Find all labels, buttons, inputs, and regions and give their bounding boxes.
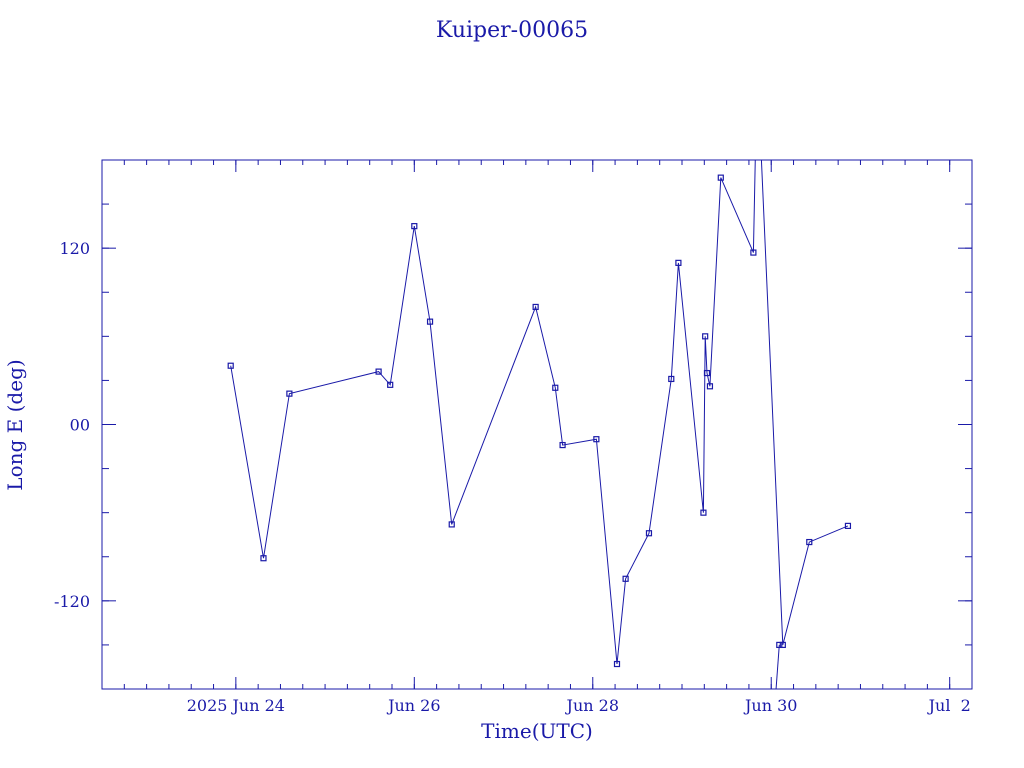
series-line <box>230 160 849 665</box>
data-point <box>411 223 418 230</box>
data-point <box>387 381 394 388</box>
data-point <box>227 362 234 369</box>
data-point <box>426 318 434 325</box>
data-point <box>806 538 813 546</box>
data-point <box>613 660 621 668</box>
y-minor-ticks <box>102 203 972 646</box>
data-point <box>703 369 711 377</box>
data-point <box>448 521 455 528</box>
data-point <box>668 375 675 383</box>
data-point <box>622 575 629 582</box>
data-point <box>750 249 757 256</box>
y-axis-ticks: 120 00 -120 <box>54 239 972 611</box>
data-point <box>559 441 566 449</box>
plot-frame <box>101 159 973 690</box>
y-tick-label: 120 <box>59 239 90 258</box>
data-point <box>286 390 293 397</box>
x-axis-ticks: 2025 Jun 24 Jun 26 Jun 28 Jun 30 Jul 2 <box>187 160 971 715</box>
data-point <box>260 555 267 562</box>
x-tick-label: Jun 28 <box>565 696 619 715</box>
x-tick-label: Jul 2 <box>927 696 971 715</box>
data-point <box>776 641 783 649</box>
series-layer <box>227 160 852 689</box>
data-point <box>700 509 707 516</box>
data-point <box>645 530 653 537</box>
x-tick-label: Jun 26 <box>386 696 440 715</box>
data-point <box>779 641 786 649</box>
data-point <box>717 174 724 181</box>
data-point <box>706 383 714 390</box>
x-tick-label: Jun 30 <box>743 696 797 715</box>
y-axis-label: Long E (deg) <box>3 359 27 490</box>
data-point <box>702 333 709 340</box>
x-minor-ticks <box>123 160 951 689</box>
chart-title: Kuiper-00065 <box>436 18 588 43</box>
data-point <box>675 259 682 266</box>
data-point <box>552 384 559 391</box>
x-axis-label: Time(UTC) <box>481 719 593 743</box>
y-tick-label: 00 <box>70 416 90 435</box>
series-line <box>775 644 780 689</box>
data-point <box>375 368 382 375</box>
data-point <box>593 436 600 443</box>
data-point <box>532 303 539 311</box>
data-point <box>844 522 852 529</box>
x-tick-label: 2025 Jun 24 <box>187 696 285 715</box>
y-tick-label: -120 <box>54 592 90 611</box>
